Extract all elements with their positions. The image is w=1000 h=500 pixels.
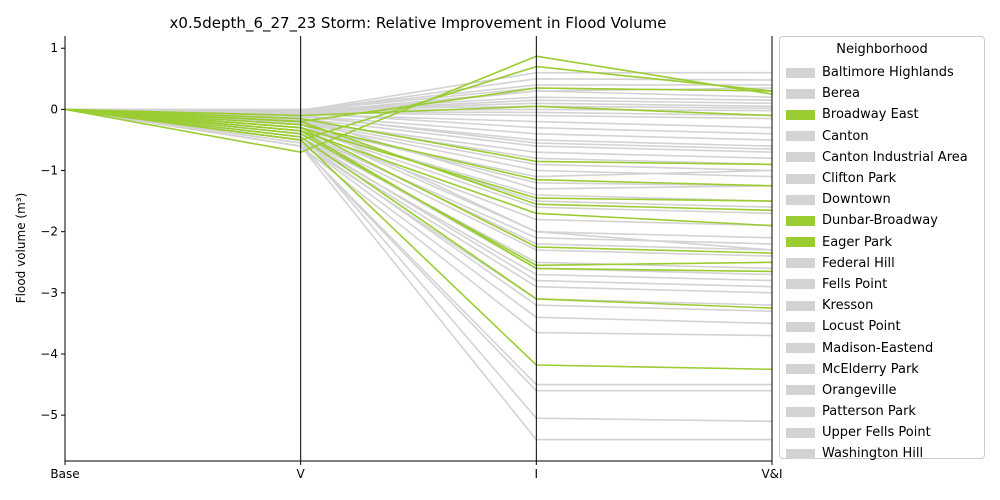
green-series-line-6	[64, 108, 773, 187]
legend-entry: Baltimore Highlands	[780, 62, 984, 83]
legend-entry: Washington Hill	[780, 443, 984, 464]
legend-swatch	[786, 237, 815, 248]
y-ticks-group: 1 0 −1 −2 −3 −4 −5	[40, 41, 65, 422]
y-tick-label: 0	[50, 102, 58, 116]
x-tick-label: I	[535, 467, 539, 481]
chart-title: x0.5depth_6_27_23 Storm: Relative Improv…	[170, 14, 667, 33]
legend-label: Fells Point	[822, 276, 888, 292]
legend-swatch	[786, 194, 815, 205]
legend: Neighborhood Baltimore Highlands Berea Bro…	[779, 36, 985, 461]
y-axis-label: Flood volume (m³)	[14, 193, 28, 303]
legend-swatch	[786, 364, 815, 375]
legend-items: Baltimore Highlands Berea Broadway East Can…	[780, 62, 984, 465]
legend-entry: Federal Hill	[780, 253, 984, 274]
legend-label: Canton Industrial Area	[822, 149, 968, 165]
legend-swatch	[786, 279, 815, 290]
legend-label: Locust Point	[822, 319, 901, 335]
legend-label: Federal Hill	[822, 255, 895, 271]
legend-label: Berea	[822, 86, 860, 102]
legend-swatch	[786, 215, 815, 226]
legend-label: Clifton Park	[822, 171, 897, 187]
legend-entry: Clifton Park	[780, 168, 984, 189]
legend-swatch	[786, 427, 815, 438]
legend-label: Patterson Park	[822, 404, 916, 420]
legend-entry: Locust Point	[780, 316, 984, 337]
legend-swatch	[786, 385, 815, 396]
legend-swatch	[786, 67, 815, 78]
legend-label: McElderry Park	[822, 361, 919, 377]
green-series-line-13	[64, 108, 773, 309]
legend-entry: Canton	[780, 126, 984, 147]
green-series-line-12	[64, 108, 773, 273]
y-tick-label: −3	[40, 286, 58, 300]
legend-swatch	[786, 152, 815, 163]
legend-label: Washington Hill	[822, 446, 924, 462]
green-series-line-10	[64, 108, 773, 254]
legend-label: Orangeville	[822, 382, 897, 398]
legend-entry: Upper Fells Point	[780, 422, 984, 443]
legend-entry: Orangeville	[780, 380, 984, 401]
gray-series-group	[64, 71, 773, 441]
y-tick-label: −5	[40, 408, 58, 422]
legend-swatch	[786, 406, 815, 417]
x-ticks-group: Base V I V&I	[50, 461, 783, 481]
legend-swatch	[786, 448, 815, 459]
legend-entry: Dunbar-Broadway	[780, 210, 984, 231]
gray-series-line-32	[64, 108, 773, 270]
y-tick-label: 1	[50, 41, 58, 55]
legend-swatch	[786, 173, 815, 184]
legend-swatch	[786, 131, 815, 142]
legend-swatch	[786, 300, 815, 311]
legend-swatch	[786, 109, 815, 120]
legend-swatch	[786, 321, 815, 332]
legend-label: Dunbar-Broadway	[822, 213, 938, 229]
gray-series-line-34	[64, 108, 773, 282]
gray-series-line-39	[64, 108, 773, 325]
legend-label: Broadway East	[822, 107, 919, 123]
legend-entry: Downtown	[780, 189, 984, 210]
y-tick-label: −4	[40, 347, 58, 361]
y-tick-label: −2	[40, 225, 58, 239]
y-tick-label: −1	[40, 164, 58, 178]
legend-entry: Fells Point	[780, 274, 984, 295]
legend-swatch	[786, 88, 815, 99]
legend-entry: Broadway East	[780, 104, 984, 125]
green-series-line-8	[64, 108, 773, 212]
legend-label: Downtown	[822, 192, 891, 208]
legend-label: Eager Park	[822, 234, 893, 250]
gray-series-line-44	[64, 108, 772, 441]
legend-entry: Eager Park	[780, 232, 984, 253]
legend-swatch	[786, 343, 815, 354]
green-series-line-5	[64, 108, 773, 166]
axes-group	[64, 36, 773, 462]
gray-series-line-14	[64, 108, 773, 135]
gray-series-line-43	[64, 108, 773, 423]
green-series-group	[64, 55, 773, 371]
legend-label: Upper Fells Point	[822, 425, 931, 441]
x-tick-label: V&I	[761, 467, 782, 481]
legend-entry: McElderry Park	[780, 359, 984, 380]
legend-entry: Patterson Park	[780, 401, 984, 422]
x-tick-label: V	[297, 467, 306, 481]
legend-swatch	[786, 258, 815, 269]
green-series-line-14	[64, 108, 773, 371]
legend-entry: Canton Industrial Area	[780, 147, 984, 168]
green-series-line-4	[64, 105, 773, 117]
legend-label: Madison-Eastend	[822, 340, 934, 356]
legend-entry: Berea	[780, 83, 984, 104]
legend-label: Canton	[822, 128, 869, 144]
x-tick-label: Base	[50, 467, 79, 481]
legend-label: Baltimore Highlands	[822, 65, 954, 81]
legend-entry: Madison-Eastend	[780, 337, 984, 358]
legend-title: Neighborhood	[836, 42, 928, 57]
legend-label: Kresson	[822, 298, 874, 314]
legend-entry: Kresson	[780, 295, 984, 316]
